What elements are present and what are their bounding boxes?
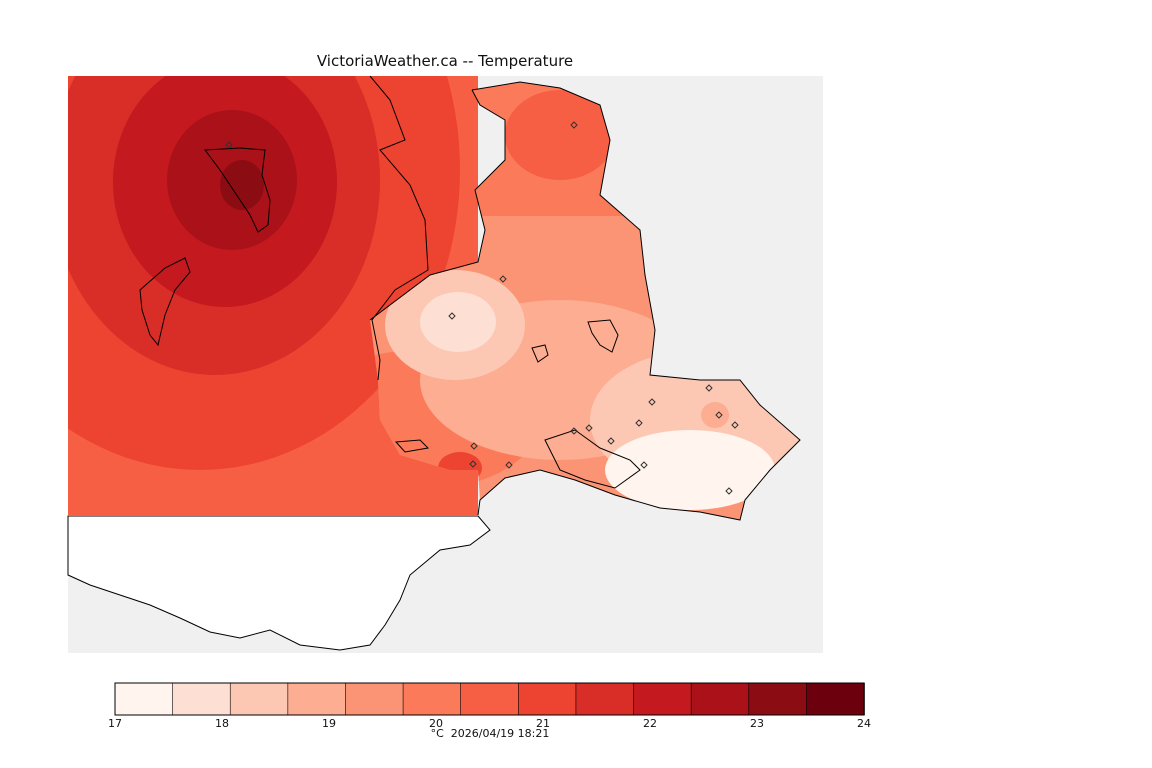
station-marker (448, 312, 456, 320)
island-strait (394, 439, 430, 453)
station-marker (225, 141, 233, 149)
legend-tick-label: 21 (536, 717, 550, 730)
station-marker (607, 437, 615, 445)
legend-swatch (575, 682, 635, 716)
legend-swatch (229, 682, 289, 716)
legend-tick-label: 20 (429, 717, 443, 730)
station-markers (225, 121, 739, 495)
coast-east-island (471, 81, 801, 521)
legend-swatch (518, 682, 577, 716)
legend-tick-label: 17 (108, 717, 122, 730)
station-marker (725, 487, 733, 495)
station-marker (705, 384, 713, 392)
legend-tick-label: 22 (643, 717, 657, 730)
station-marker (731, 421, 739, 429)
station-marker (499, 275, 507, 283)
station-marker (715, 411, 723, 419)
station-marker (640, 461, 648, 469)
coast-west-shore (369, 89, 506, 321)
legend-tick-label: 19 (322, 717, 336, 730)
legend-swatch (690, 682, 750, 716)
island-east-lake-2 (531, 344, 549, 363)
station-marker (635, 419, 643, 427)
legend-swatch (114, 682, 174, 716)
legend-swatch (345, 682, 404, 716)
station-marker (570, 427, 578, 435)
legend-tick-label: 18 (215, 717, 229, 730)
legend-swatch (287, 682, 347, 716)
legend-swatch (806, 682, 865, 716)
south-harbour (544, 429, 641, 489)
legend-swatch (633, 682, 692, 716)
station-marker (505, 461, 513, 469)
station-marker (469, 460, 477, 468)
legend-timestamp: 2026/04/19 18:21 (450, 727, 550, 740)
coastlines (139, 75, 801, 521)
station-marker (470, 442, 478, 450)
legend-caption: °C 2026/04/19 18:21 (380, 727, 600, 740)
legend-tick-label: 24 (857, 717, 871, 730)
island-west-1 (204, 147, 271, 233)
legend-unit: °C (430, 727, 444, 740)
legend-tick-label: 23 (750, 717, 764, 730)
south-landmass (67, 515, 491, 651)
station-marker (585, 424, 593, 432)
island-west-2 (139, 257, 191, 347)
legend-swatch (460, 682, 520, 716)
station-marker (648, 398, 656, 406)
map-title: VictoriaWeather.ca -- Temperature (316, 52, 574, 70)
legend-swatch (748, 682, 808, 716)
island-east-lake-1 (587, 319, 619, 353)
legend-swatch (172, 682, 232, 716)
coast-inlet (369, 75, 429, 381)
station-marker (570, 121, 578, 129)
legend-swatch (402, 682, 462, 716)
